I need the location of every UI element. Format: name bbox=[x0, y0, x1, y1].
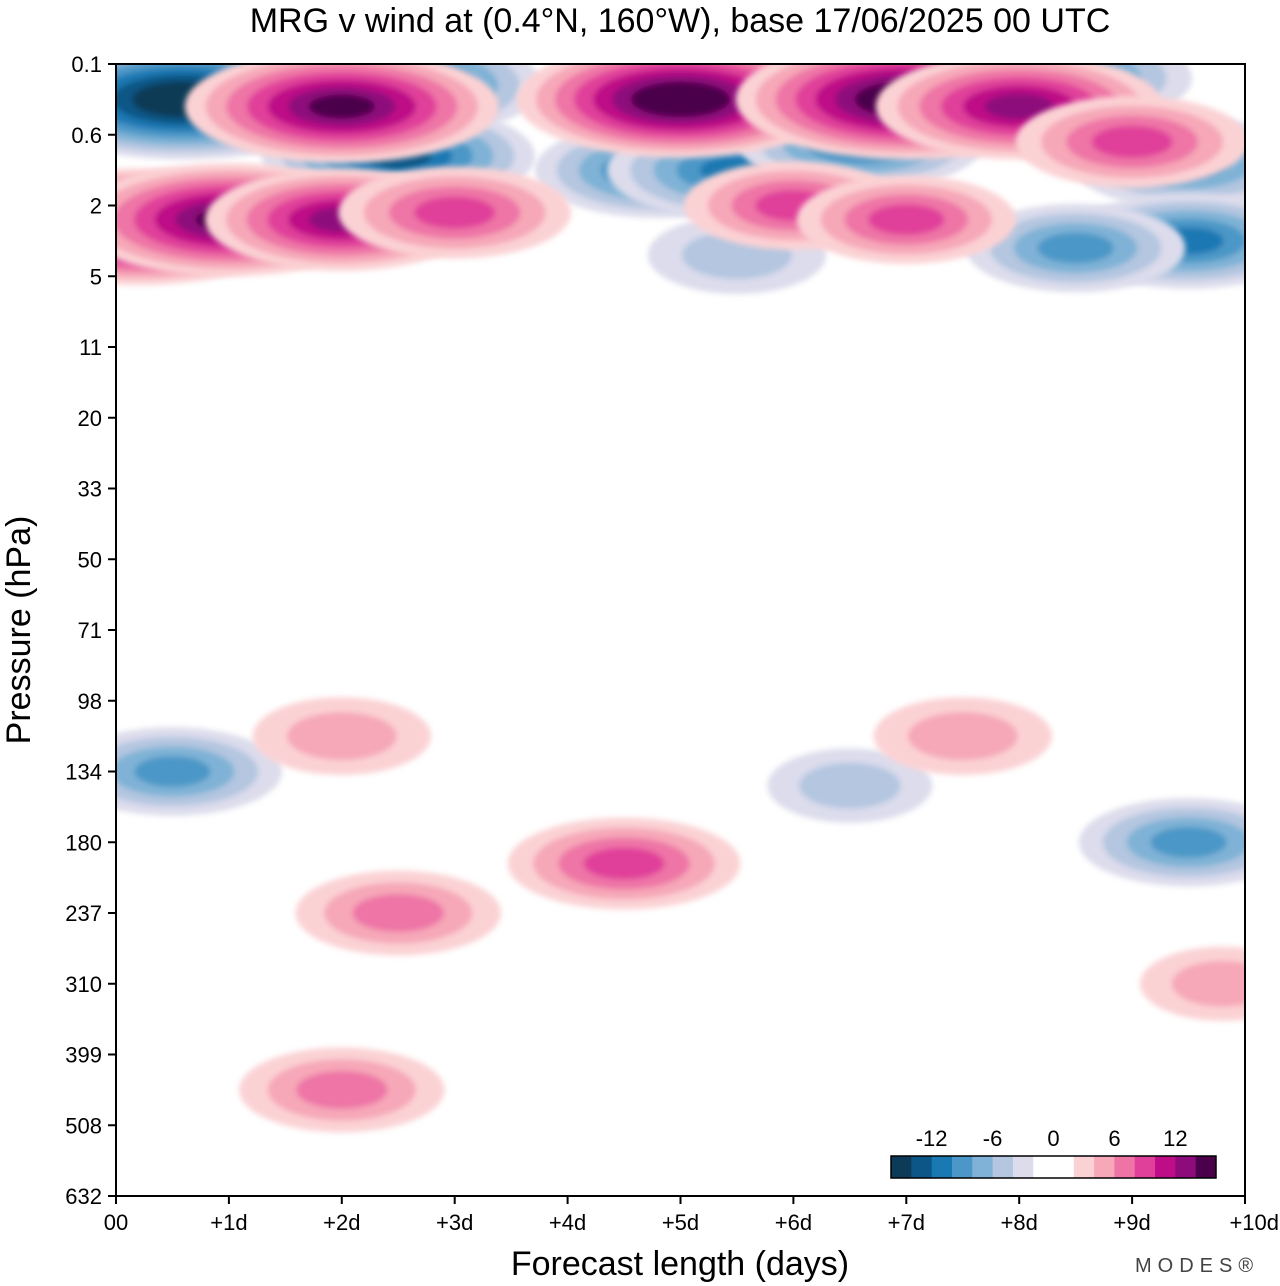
y-tick-label: 310 bbox=[65, 972, 102, 997]
contour-band bbox=[1037, 232, 1114, 264]
modes-watermark: MODES® bbox=[1135, 1255, 1259, 1277]
x-tick-label: +6d bbox=[775, 1210, 812, 1235]
x-tick-label: +10d bbox=[1229, 1210, 1279, 1235]
y-tick-label: 50 bbox=[78, 547, 102, 572]
y-tick-label: 11 bbox=[79, 335, 102, 360]
colorbar-tick-label: -12 bbox=[916, 1126, 948, 1151]
contour-band bbox=[352, 894, 444, 932]
colorbar-swatch bbox=[1012, 1156, 1034, 1178]
colorbar-tick-label: 12 bbox=[1163, 1126, 1187, 1151]
colorbar-frame bbox=[890, 1155, 1217, 1179]
colorbar-legend: -12 -6 0 6 12 bbox=[890, 1126, 1217, 1179]
contour-band bbox=[296, 1071, 388, 1109]
negative-anomaly-feature bbox=[116, 727, 282, 816]
contour-band bbox=[1091, 125, 1173, 158]
colorbar-tick-label: 6 bbox=[1108, 1126, 1120, 1151]
colorbar-swatch bbox=[1155, 1156, 1176, 1178]
plot-area bbox=[116, 64, 1245, 1133]
colorbar-swatch bbox=[1033, 1156, 1054, 1178]
x-axis: 00 +1d +2d +3d +4d +5d +6d +7d +8d +9d +10d bbox=[104, 1196, 1279, 1235]
y-tick-label: 0.6 bbox=[71, 123, 102, 148]
positive-anomaly-feature bbox=[507, 817, 741, 910]
x-tick-label: 00 bbox=[104, 1210, 128, 1235]
contour-band bbox=[286, 712, 397, 761]
x-tick-label: +8d bbox=[1001, 1210, 1038, 1235]
y-tick-label: 5 bbox=[90, 264, 102, 289]
colorbar-swatch bbox=[972, 1156, 994, 1178]
positive-anomaly-feature bbox=[873, 697, 1052, 776]
y-axis-label: Pressure (hPa) bbox=[0, 516, 38, 745]
positive-anomaly-feature bbox=[295, 870, 501, 956]
colorbar-tick-label: 0 bbox=[1047, 1126, 1059, 1151]
colorbar-tick-label: -6 bbox=[983, 1126, 1003, 1151]
y-axis: 0.1 0.6 2 5 11 20 33 50 71 98 134 180 237 310 399 508 63… bbox=[65, 52, 116, 1209]
y-tick-label: 71 bbox=[78, 618, 102, 643]
positive-anomaly-feature bbox=[1140, 946, 1245, 1021]
colorbar-swatch bbox=[1094, 1156, 1115, 1178]
colorbar-swatch bbox=[911, 1156, 933, 1178]
contour-band bbox=[907, 712, 1018, 761]
x-tick-label: +1d bbox=[210, 1210, 247, 1235]
contour-band bbox=[799, 762, 901, 809]
colorbar-swatch bbox=[891, 1156, 912, 1178]
x-tick-label: +4d bbox=[549, 1210, 586, 1235]
positive-anomaly-feature bbox=[338, 166, 571, 259]
negative-anomaly-feature bbox=[767, 748, 933, 823]
positive-anomaly-feature bbox=[796, 175, 1016, 264]
y-tick-label: 399 bbox=[65, 1043, 102, 1068]
y-tick-label: 2 bbox=[90, 194, 102, 219]
colorbar-swatch bbox=[1053, 1156, 1075, 1178]
contour-band bbox=[984, 93, 1054, 120]
y-tick-label: 237 bbox=[65, 901, 102, 926]
contour-band bbox=[1150, 826, 1227, 858]
y-tick-label: 98 bbox=[78, 689, 102, 714]
colorbar-swatch bbox=[1195, 1156, 1217, 1178]
negative-anomaly-feature bbox=[966, 203, 1186, 293]
x-tick-label: +7d bbox=[888, 1210, 925, 1235]
x-tick-label: +5d bbox=[662, 1210, 699, 1235]
y-tick-label: 134 bbox=[65, 760, 102, 785]
positive-anomaly-feature bbox=[1015, 95, 1245, 188]
y-tick-label: 180 bbox=[65, 830, 102, 855]
y-tick-label: 632 bbox=[65, 1184, 102, 1209]
y-tick-label: 33 bbox=[78, 477, 102, 502]
x-axis-label: Forecast length (days) bbox=[511, 1245, 849, 1283]
contour-band bbox=[1171, 960, 1245, 1007]
y-tick-label: 508 bbox=[65, 1113, 102, 1138]
positive-anomaly-feature bbox=[252, 697, 431, 776]
contour-band bbox=[583, 847, 665, 880]
colorbar-swatch bbox=[1134, 1156, 1156, 1178]
x-tick-label: +3d bbox=[436, 1210, 473, 1235]
contour-band bbox=[134, 756, 211, 787]
colorbar-swatch bbox=[1175, 1156, 1197, 1178]
contour-band bbox=[308, 94, 375, 119]
contour-band bbox=[868, 204, 945, 236]
positive-anomaly-feature bbox=[239, 1047, 445, 1133]
colorbar-swatch bbox=[1114, 1156, 1136, 1178]
y-tick-label: 0.1 bbox=[71, 52, 102, 77]
colorbar-swatch bbox=[1073, 1156, 1095, 1178]
colorbar-swatch bbox=[931, 1156, 953, 1178]
contour-band bbox=[650, 88, 711, 111]
colorbar-swatch bbox=[992, 1156, 1014, 1178]
negative-anomaly-feature bbox=[1079, 798, 1245, 887]
positive-anomaly-feature bbox=[184, 64, 499, 164]
contour-band bbox=[414, 196, 496, 229]
y-tick-label: 20 bbox=[78, 406, 102, 431]
chart-title: MRG v wind at (0.4°N, 160°W), base 17/06… bbox=[250, 2, 1111, 40]
x-tick-label: +2d bbox=[323, 1210, 360, 1235]
x-tick-label: +9d bbox=[1113, 1210, 1150, 1235]
colorbar-swatch bbox=[951, 1156, 973, 1178]
